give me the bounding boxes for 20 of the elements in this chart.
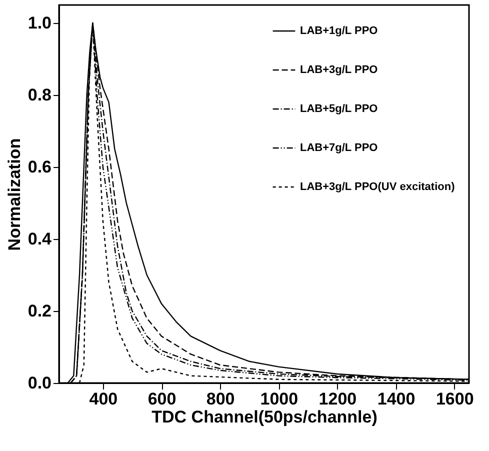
legend-label: LAB+3g/L PPO(UV excitation)	[300, 181, 456, 193]
x-tick-label: 1000	[260, 390, 298, 408]
x-axis-title: TDC Channel(50ps/channle)	[152, 408, 378, 426]
legend-label: LAB+1g/L PPO	[300, 25, 378, 37]
y-tick-label: 0.8	[28, 86, 52, 104]
x-tick-label: 600	[148, 390, 176, 408]
x-tick-label: 400	[89, 390, 118, 408]
x-tick-label: 1200	[318, 390, 357, 408]
x-tick-label: 1600	[436, 390, 474, 408]
x-tick-label: 1400	[377, 390, 416, 408]
y-tick-label: 0.6	[28, 158, 52, 176]
y-tick-label: 0.2	[28, 302, 52, 320]
y-tick-label: 1.0	[28, 14, 52, 32]
legend-label: LAB+7g/L PPO	[300, 142, 378, 154]
y-tick-label: 0.4	[28, 230, 52, 248]
legend-label: LAB+3g/L PPO	[300, 64, 378, 76]
legend-label: LAB+5g/L PPO	[300, 103, 378, 115]
x-tick-label: 800	[206, 390, 235, 408]
y-axis-title: Normalization	[4, 138, 24, 251]
y-tick-label: 0.0	[28, 374, 52, 392]
